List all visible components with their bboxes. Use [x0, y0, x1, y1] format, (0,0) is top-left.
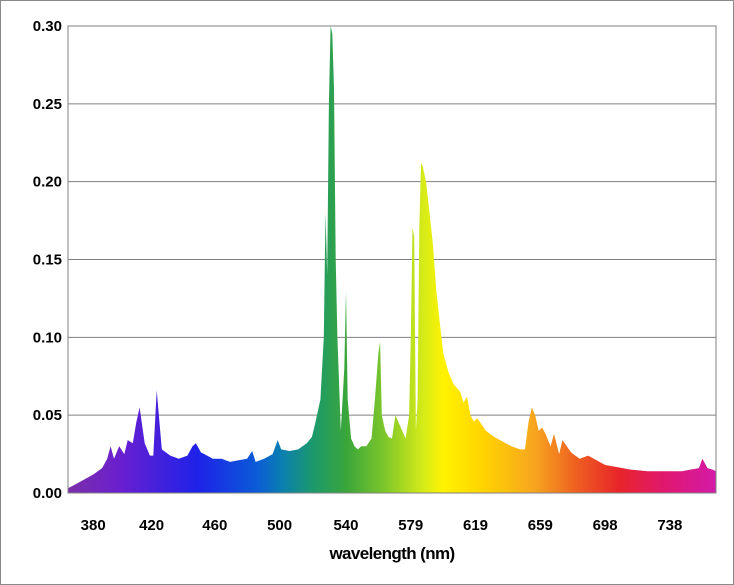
plot-area-border	[67, 25, 717, 494]
x-axis-tick-labels: 380 420 460 500 540 579 619 659 698 738	[81, 517, 683, 534]
y-tick-label: 0.25	[33, 96, 62, 113]
x-tick-label: 619	[463, 517, 488, 534]
x-tick-label: 380	[81, 517, 106, 534]
spectrum-area	[68, 26, 716, 493]
y-tick-label: 0.10	[33, 329, 62, 346]
x-tick-label: 420	[139, 517, 164, 534]
x-tick-label: 659	[528, 517, 553, 534]
y-axis-tick-labels: 0.00 0.05 0.10 0.15 0.20 0.25 0.30	[33, 18, 62, 502]
y-tick-label: 0.05	[33, 407, 62, 424]
x-axis-title: wavelength (nm)	[328, 544, 454, 563]
x-tick-label: 698	[593, 517, 618, 534]
x-tick-label: 500	[267, 517, 292, 534]
y-tick-label: 0.20	[33, 174, 62, 191]
x-tick-label: 460	[202, 517, 227, 534]
x-tick-label: 540	[333, 517, 358, 534]
y-tick-label: 0.15	[33, 252, 62, 269]
x-tick-label: 738	[657, 517, 682, 534]
y-tick-label: 0.30	[33, 18, 62, 35]
x-tick-label: 579	[398, 517, 423, 534]
y-tick-label: 0.00	[33, 485, 62, 502]
gridlines	[68, 103, 716, 416]
